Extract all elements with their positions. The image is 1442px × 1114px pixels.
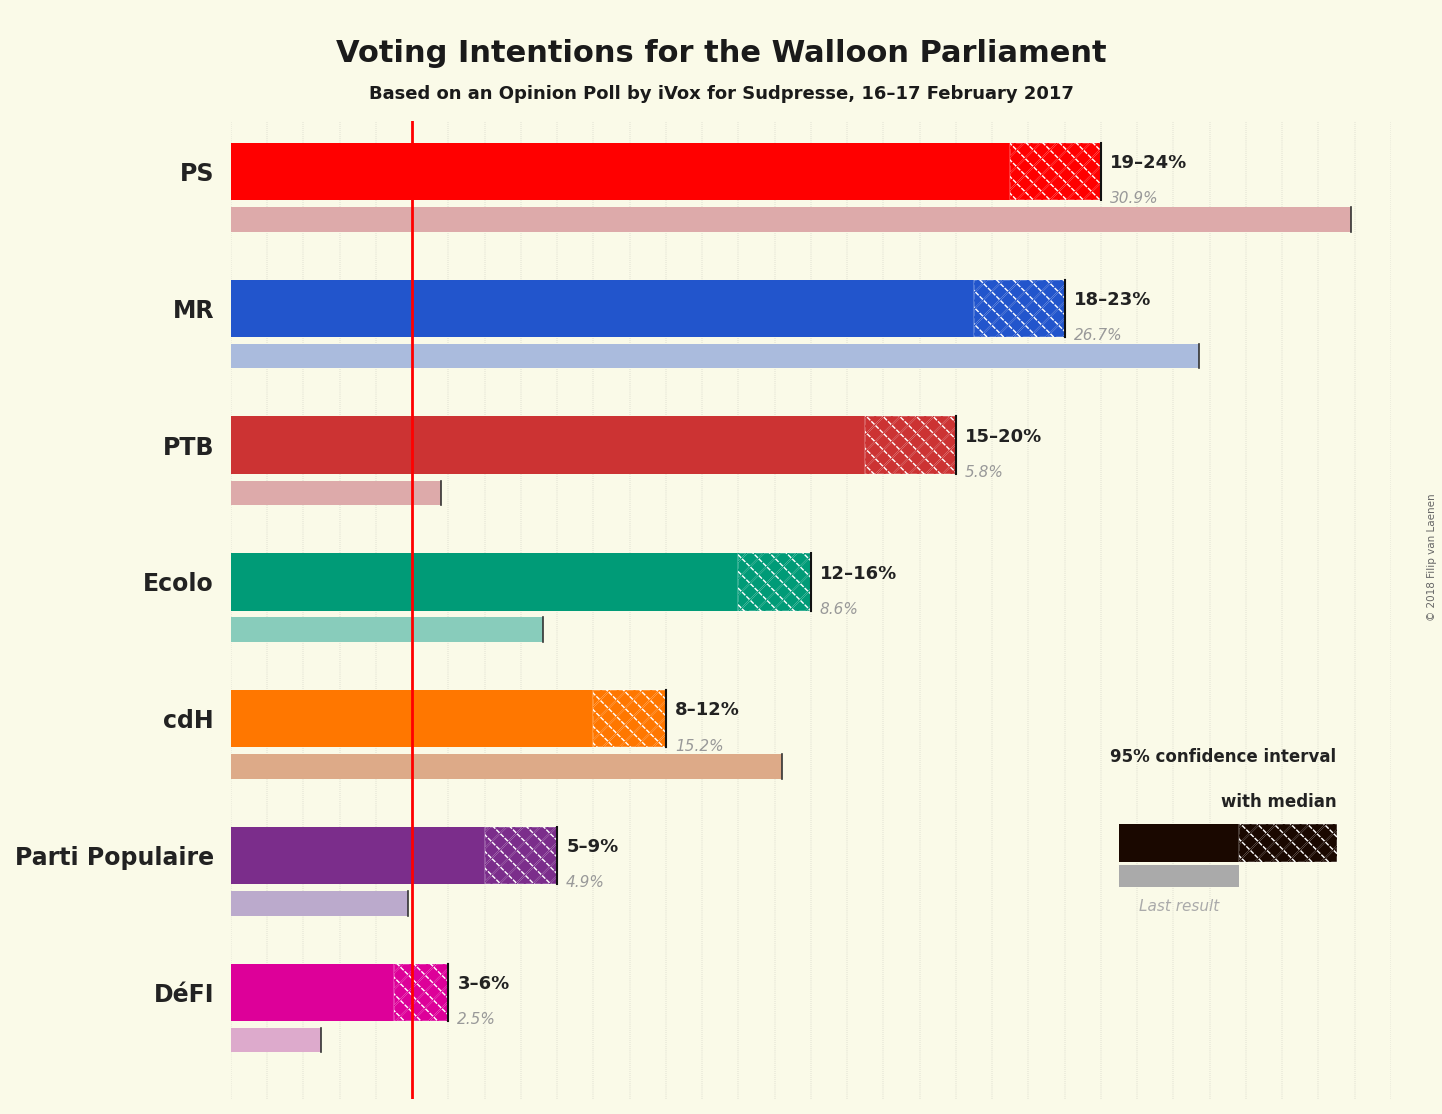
Text: 5.8%: 5.8% (965, 465, 1004, 480)
Text: 3–6%: 3–6% (457, 975, 509, 993)
Bar (231, 143, 1011, 201)
Bar (231, 554, 738, 610)
Text: 5–9%: 5–9% (567, 838, 619, 857)
Bar (1011, 143, 1100, 201)
Bar (231, 417, 865, 473)
Bar (1119, 866, 1239, 887)
Bar (485, 827, 557, 885)
Bar (231, 344, 1198, 369)
Bar (231, 280, 973, 338)
Bar (394, 964, 448, 1022)
Text: 30.9%: 30.9% (1110, 192, 1158, 206)
Text: Voting Intentions for the Walloon Parliament: Voting Intentions for the Walloon Parlia… (336, 39, 1106, 68)
Bar (865, 417, 956, 473)
Bar (973, 280, 1064, 338)
Bar (738, 554, 810, 610)
Bar (865, 417, 956, 473)
Text: 2.5%: 2.5% (457, 1013, 496, 1027)
Text: 26.7%: 26.7% (1074, 329, 1122, 343)
Bar (231, 207, 1351, 232)
Bar (231, 617, 542, 642)
Bar (231, 690, 593, 747)
Text: 12–16%: 12–16% (820, 565, 897, 583)
Bar (1011, 143, 1100, 201)
Bar (1239, 824, 1337, 862)
Bar (394, 964, 448, 1022)
Text: 15–20%: 15–20% (965, 428, 1043, 446)
Bar (738, 554, 810, 610)
Text: 15.2%: 15.2% (675, 739, 724, 753)
Bar (231, 480, 441, 506)
Text: with median: with median (1221, 793, 1337, 811)
Text: 4.9%: 4.9% (567, 876, 606, 890)
Text: 19–24%: 19–24% (1110, 154, 1187, 173)
Text: © 2018 Filip van Laenen: © 2018 Filip van Laenen (1428, 494, 1436, 620)
Bar (485, 827, 557, 885)
Bar (973, 280, 1064, 338)
Bar (593, 690, 666, 747)
Bar (231, 891, 408, 916)
Bar (593, 690, 666, 747)
Text: 18–23%: 18–23% (1074, 291, 1151, 309)
Text: Last result: Last result (1139, 899, 1218, 913)
Bar (231, 827, 485, 885)
Bar (1239, 824, 1337, 862)
Text: Based on an Opinion Poll by iVox for Sudpresse, 16–17 February 2017: Based on an Opinion Poll by iVox for Sud… (369, 85, 1073, 102)
Bar (1119, 824, 1239, 862)
Text: 95% confidence interval: 95% confidence interval (1110, 747, 1337, 766)
Bar (231, 964, 394, 1022)
Bar (231, 754, 782, 779)
Text: 8–12%: 8–12% (675, 702, 740, 720)
Text: 8.6%: 8.6% (820, 602, 859, 617)
Bar (231, 1028, 322, 1053)
